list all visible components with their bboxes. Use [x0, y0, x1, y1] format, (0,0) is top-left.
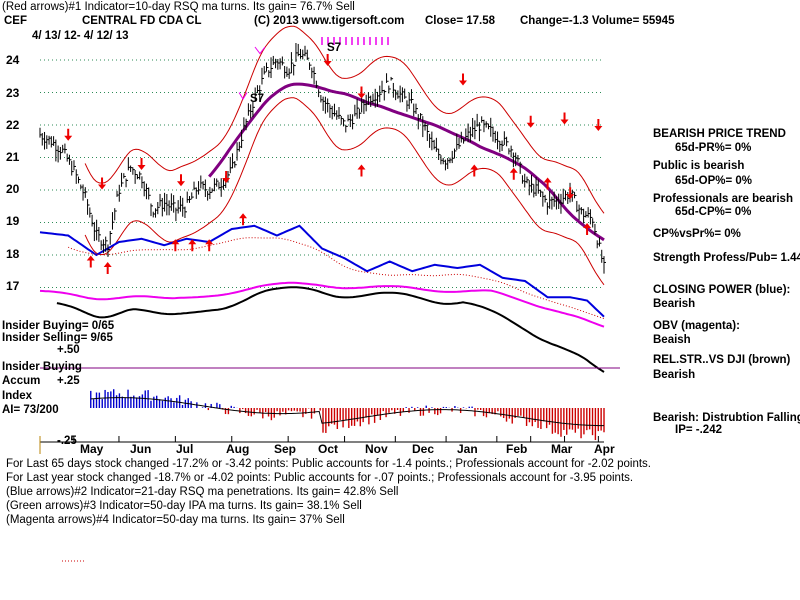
ma-50-line	[208, 82, 605, 242]
pros-bearish: Professionals are bearish	[653, 193, 793, 205]
buy-arrow-head	[357, 164, 366, 170]
index-label: Index	[2, 390, 33, 402]
cp-vs-pr: CP%vsPr%= 0%	[653, 228, 741, 240]
price-bars	[39, 43, 606, 274]
ai-label: AI= 73/200	[2, 404, 59, 416]
indicator-3-line: (Green arrows)#3 Indicator=50-day IPA ma…	[6, 500, 362, 512]
month-label: Nov	[365, 442, 388, 456]
relstr-state: Bearish	[653, 369, 696, 381]
y-tick-label: 24	[6, 53, 20, 67]
accumulation-histogram	[90, 389, 605, 441]
plus50-label: +.50	[57, 344, 80, 356]
month-label: Apr	[594, 442, 615, 456]
sell-arrow-head	[560, 119, 569, 125]
indicator-panel	[39, 224, 620, 373]
s7-signal: S7	[327, 42, 342, 54]
sell-arrow-head	[526, 122, 535, 128]
grid-lines	[40, 59, 604, 443]
y-tick-label: 21	[6, 150, 20, 164]
buy-arrow-head	[239, 213, 248, 219]
y-tick-label: 23	[6, 86, 20, 100]
footer-65-days: For Last 65 days stock changed -17.2% or…	[6, 458, 651, 470]
sell-arrow-head	[177, 181, 185, 187]
sell-arrow-head	[137, 165, 146, 170]
sell-arrow-head	[566, 194, 575, 200]
distribution-label: Bearish: Distrubtion Falling	[653, 412, 800, 424]
magenta-arrow	[238, 92, 248, 100]
indicator-4-line: (Magenta arrows)#4 Indicator=50-day ma t…	[6, 514, 345, 526]
closing-power-line	[39, 224, 605, 318]
accum-label: Accum	[2, 375, 41, 387]
lower-band	[84, 97, 605, 286]
cp-value: 65d-CP%= 0%	[675, 206, 752, 218]
minus25-label: -.25	[57, 435, 77, 447]
indicator-1-line: (Red arrows)#1 Indicator=10-day RSQ ma t…	[2, 1, 355, 13]
plus25-label: +.25	[57, 375, 80, 387]
y-tick-label: 20	[6, 182, 20, 196]
indicator-2-line: (Blue arrows)#2 Indicator=21-day RSQ ma …	[6, 486, 399, 498]
insider-buying-label: Insider Buying	[2, 361, 82, 373]
month-label: Jun	[130, 442, 152, 456]
obv-line	[39, 281, 605, 328]
sell-arrow-head	[64, 135, 73, 141]
closing-power-state: Bearish	[653, 298, 696, 310]
month-label: Sep	[274, 442, 297, 456]
buy-arrow-head	[470, 164, 479, 170]
buy-arrow-head	[509, 167, 518, 173]
footer-last-year: For Last year stock changed -18.7% or -4…	[6, 472, 634, 484]
ip-value: IP= -.242	[675, 424, 722, 436]
buy-arrow-head	[171, 239, 180, 245]
month-label: May	[80, 442, 104, 456]
upper-band	[84, 25, 605, 214]
accum-ma	[90, 397, 604, 427]
buy-arrow-head	[543, 177, 552, 183]
obv-label: OBV (magenta):	[653, 320, 740, 332]
y-tick-label: 22	[6, 118, 20, 132]
date-range: 4/ 13/ 12- 4/ 12/ 13	[32, 30, 129, 42]
s7-signal: S7	[250, 93, 265, 105]
month-label: Mar	[551, 442, 573, 456]
buy-arrow-head	[188, 239, 197, 245]
insider-buying-ratio: Insider Buying= 0/65	[2, 320, 115, 332]
obv-state: Beaish	[653, 334, 691, 346]
buy-arrow-head	[205, 239, 214, 245]
month-label: Dec	[412, 442, 435, 456]
sell-arrow-head	[594, 126, 603, 131]
buy-arrow-head	[86, 255, 95, 261]
bearish-trend: BEARISH PRICE TREND	[653, 128, 786, 140]
copyright: (C) 2013 www.tigersoft.com	[254, 15, 405, 27]
change-volume: Change=-1.3 Volume= 55945	[520, 15, 675, 27]
ticker-symbol: CEF	[4, 15, 27, 27]
sell-arrow-head	[323, 61, 332, 66]
close-price: Close= 17.58	[425, 15, 496, 27]
month-label: Jan	[457, 442, 478, 456]
sell-arrow-head	[459, 80, 467, 86]
relstr-label: REL.STR..VS DJI (brown)	[653, 354, 791, 366]
y-tick-label: 17	[6, 279, 20, 293]
buy-arrow-head	[583, 223, 592, 228]
closing-power-label: CLOSING POWER (blue):	[653, 284, 791, 296]
stock-name: CENTRAL FD CDA CL	[82, 15, 202, 27]
sell-arrow-head	[98, 184, 107, 190]
rel-strength-line	[56, 286, 605, 373]
y-tick-label: 18	[6, 247, 20, 261]
op-value: 65d-OP%= 0%	[675, 175, 753, 187]
month-label: Oct	[318, 442, 339, 456]
buy-arrow-head	[103, 262, 112, 267]
magenta-arrow	[254, 46, 266, 55]
signal-arrows	[39, 37, 603, 562]
sell-arrow-head	[222, 178, 231, 183]
month-label: Jul	[176, 442, 194, 456]
strength-ratio: Strength Profess/Pub= 1.44	[653, 252, 800, 264]
bollinger-bands	[84, 25, 605, 286]
sell-arrow-head	[357, 93, 366, 99]
y-tick-label: 19	[6, 214, 20, 228]
insider-selling-ratio: Insider Selling= 9/65	[2, 332, 113, 344]
closing-power-ma	[68, 237, 605, 320]
public-bearish: Public is bearish	[653, 160, 745, 172]
month-label: Feb	[506, 442, 528, 456]
month-label: Aug	[226, 442, 250, 456]
pr-value: 65d-PR%= 0%	[675, 142, 752, 154]
